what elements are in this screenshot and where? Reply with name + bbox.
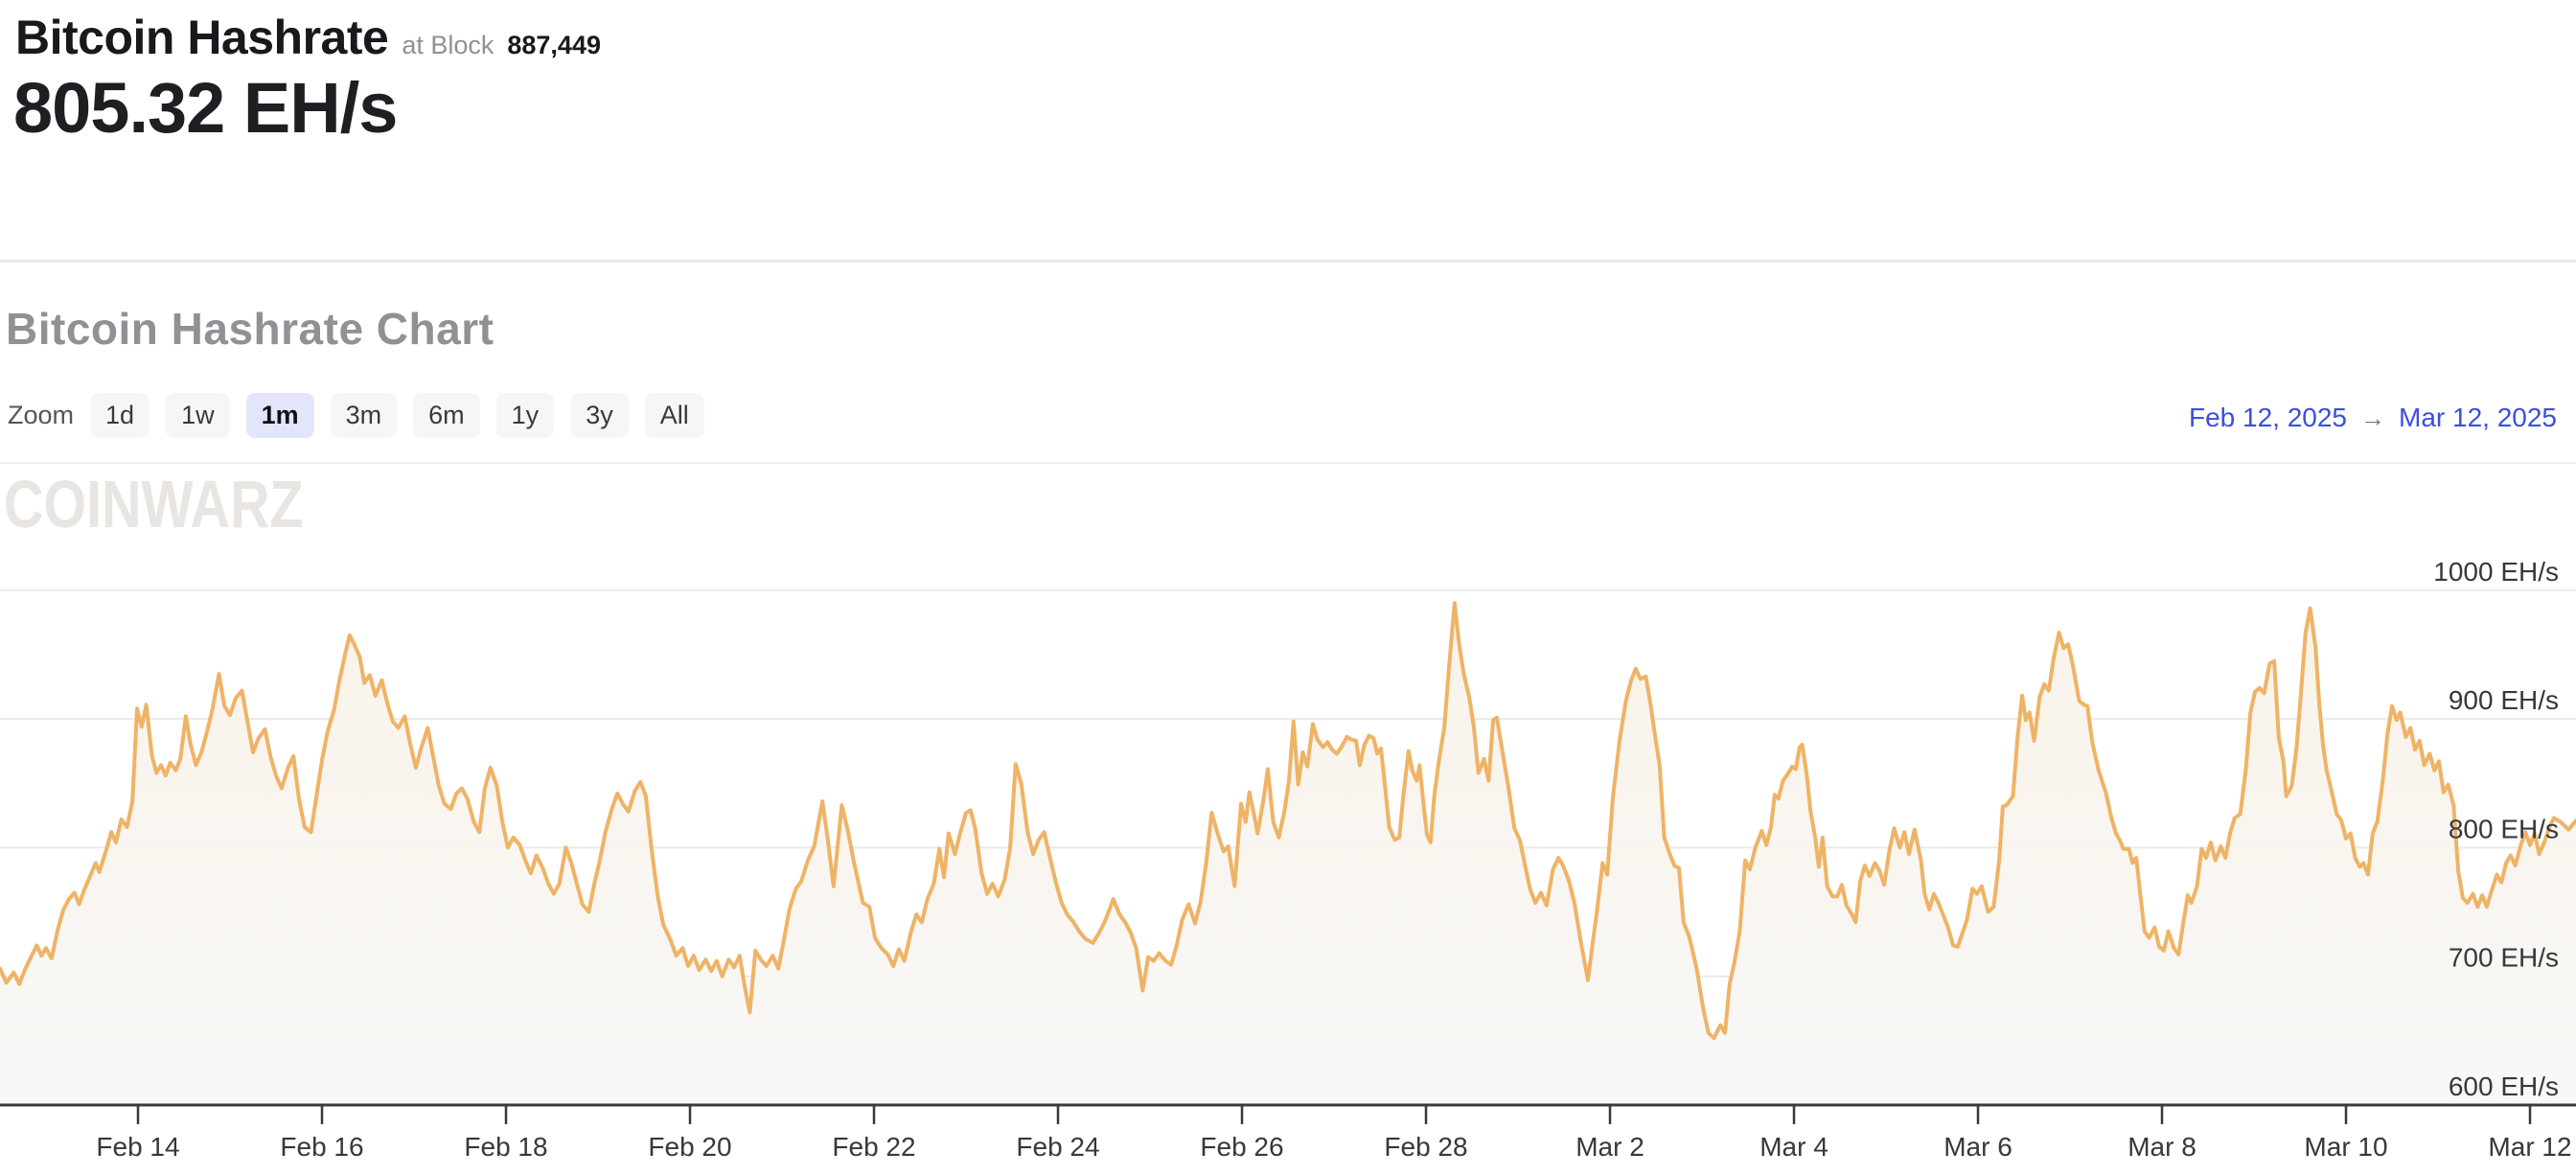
date-range: Feb 12, 2025 → Mar 12, 2025 bbox=[2189, 403, 2557, 433]
page-title: Bitcoin Hashrate bbox=[15, 11, 389, 64]
x-axis-label-Mar-2: Mar 2 bbox=[1576, 1132, 1644, 1162]
x-axis-labels: Feb 14 Feb 16 Feb 18 Feb 20 Feb 22 Feb 24 Feb … bbox=[96, 1132, 2571, 1162]
x-axis-label-Feb-24: Feb 24 bbox=[1016, 1132, 1099, 1162]
x-axis-label-Feb-16: Feb 16 bbox=[280, 1132, 363, 1162]
date-end-link[interactable]: Mar 12, 2025 bbox=[2399, 403, 2557, 432]
zoom-option-1y[interactable]: 1y bbox=[495, 393, 555, 438]
chart-top-divider bbox=[0, 462, 2576, 464]
zoom-option-3y[interactable]: 3y bbox=[570, 393, 629, 438]
x-axis-label-Mar-4: Mar 4 bbox=[1760, 1132, 1828, 1162]
area-fill bbox=[0, 603, 2576, 1105]
date-start-link[interactable]: Feb 12, 2025 bbox=[2188, 403, 2347, 432]
x-axis-label-Mar-6: Mar 6 bbox=[1944, 1132, 2012, 1162]
x-axis-label-Mar-12: Mar 12 bbox=[2488, 1132, 2571, 1162]
hashrate-line bbox=[0, 601, 2576, 1041]
zoom-option-6m[interactable]: 6m bbox=[413, 393, 480, 438]
y-axis-labels: 1000 EH/s 900 EH/s 800 EH/s 700 EH/s 600 EH/… bbox=[2433, 557, 2559, 1101]
x-axis-label-Feb-14: Feb 14 bbox=[96, 1132, 179, 1162]
x-axis-label-Feb-28: Feb 28 bbox=[1384, 1132, 1467, 1162]
zoom-option-3m[interactable]: 3m bbox=[330, 393, 398, 438]
coinwarz-watermark-logo: COINWARZ bbox=[4, 467, 304, 541]
y-axis-label-600: 600 EH/s bbox=[2449, 1071, 2559, 1101]
section-heading: Bitcoin Hashrate Chart bbox=[6, 304, 494, 354]
x-axis-label-Mar-8: Mar 8 bbox=[2128, 1132, 2196, 1162]
zoom-buttons: 1d 1w 1m 3m 6m 1y 3y All bbox=[90, 393, 704, 438]
hashrate-area bbox=[0, 603, 2576, 1105]
y-axis-label-700: 700 EH/s bbox=[2449, 943, 2559, 973]
zoom-option-all[interactable]: All bbox=[644, 393, 704, 438]
zoom-option-1w[interactable]: 1w bbox=[166, 393, 230, 438]
x-axis-label-Mar-10: Mar 10 bbox=[2304, 1132, 2387, 1162]
current-hashrate-value: 805.32 EH/s bbox=[13, 68, 398, 148]
x-axis-label-Feb-22: Feb 22 bbox=[832, 1132, 915, 1162]
arrow-right-icon: → bbox=[2360, 403, 2385, 432]
x-axis-label-Feb-26: Feb 26 bbox=[1200, 1132, 1283, 1162]
y-axis-label-900: 900 EH/s bbox=[2449, 685, 2559, 715]
zoom-option-1d[interactable]: 1d bbox=[90, 393, 150, 438]
zoom-option-1m[interactable]: 1m bbox=[245, 393, 314, 438]
header-divider bbox=[0, 260, 2576, 263]
zoom-controls: Zoom 1d 1w 1m 3m 6m 1y 3y All bbox=[8, 393, 704, 438]
x-axis bbox=[0, 1103, 2576, 1124]
x-axis-label-Feb-18: Feb 18 bbox=[464, 1132, 547, 1162]
x-axis-label-Feb-20: Feb 20 bbox=[648, 1132, 731, 1162]
y-axis-label-800: 800 EH/s bbox=[2449, 814, 2559, 843]
y-axis-label-1000: 1000 EH/s bbox=[2433, 557, 2559, 587]
hashrate-line-series bbox=[0, 601, 2576, 1041]
header: Bitcoin Hashrate at Block 887,449 bbox=[15, 10, 601, 65]
at-block-label: at Block bbox=[402, 31, 494, 59]
zoom-label: Zoom bbox=[8, 401, 75, 429]
block-number: 887,449 bbox=[507, 31, 601, 59]
